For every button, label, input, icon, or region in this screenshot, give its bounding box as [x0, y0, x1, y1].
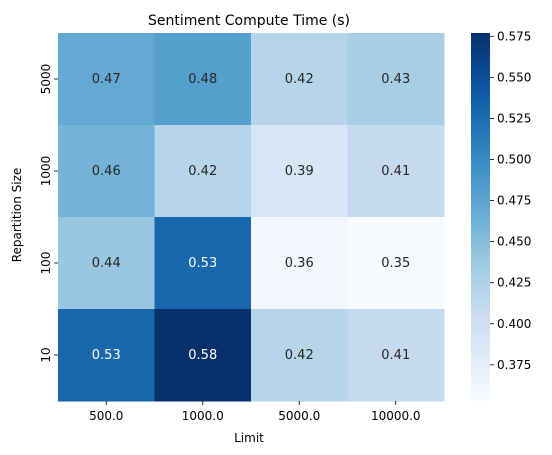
cell-value-label-r0-c3: 0.43: [381, 72, 410, 87]
heatmap-cell-r0-c0: [58, 33, 155, 126]
colorbar: 0.375 0.400 0.425 0.450 0.475 0.500 0.525 0.550…: [471, 29, 531, 401]
x-tick-label-1: 1000.0: [182, 409, 224, 423]
cell-value-label-r0-c1: 0.48: [188, 72, 217, 87]
colorbar-tick-label-1: 0.400: [497, 317, 531, 331]
colorbar-gradient: [471, 33, 490, 401]
y-tick-label-0: 5000: [39, 64, 53, 95]
colorbar-tick-label-0: 0.375: [497, 358, 531, 372]
heatmap-cell-r3-c2: [251, 309, 348, 402]
cell-value-label-r2-c3: 0.35: [381, 256, 410, 271]
heatmap-cells: [58, 33, 445, 402]
heatmap-cell-r2-c3: [347, 217, 445, 310]
cell-value-label-r3-c1: 0.58: [188, 348, 217, 363]
heatmap-cell-r0-c2: [251, 33, 348, 126]
x-axis: 500.0 1000.0 5000.0 10000.0: [89, 401, 421, 423]
heatmap-cell-r1-c2: [251, 125, 348, 218]
heatmap-cell-r2-c2: [251, 217, 348, 310]
cell-value-label-r1-c3: 0.41: [381, 164, 410, 179]
colorbar-tick-label-5: 0.500: [497, 153, 531, 167]
heatmap-cell-r3-c3: [347, 309, 445, 402]
heatmap-value-labels: 0.47 0.48 0.42 0.43 0.46 0.42 0.39 0.41 0.44 0.53…: [92, 72, 410, 363]
y-tick-label-1: 1000: [39, 156, 53, 187]
heatmap-cell-r3-c1: [154, 309, 252, 402]
y-axis-label: Repartition Size: [10, 168, 24, 263]
colorbar-tick-label-4: 0.475: [497, 194, 531, 208]
colorbar-tick-label-3: 0.450: [497, 235, 531, 249]
colorbar-tick-label-2: 0.425: [497, 276, 531, 290]
heatmap-cell-r3-c0: [58, 309, 155, 402]
y-tick-label-2: 100: [39, 252, 53, 275]
x-tick-label-3: 10000.0: [371, 409, 421, 423]
x-tick-label-0: 500.0: [89, 409, 123, 423]
cell-value-label-r2-c1: 0.53: [188, 256, 217, 271]
colorbar-tick-label-8: 0.575: [497, 29, 531, 43]
heatmap-cell-r1-c0: [58, 125, 155, 218]
heatmap-cell-r1-c1: [154, 125, 252, 218]
colorbar-tick-label-6: 0.525: [497, 111, 531, 125]
cell-value-label-r1-c2: 0.39: [285, 164, 314, 179]
cell-value-label-r3-c0: 0.53: [92, 348, 121, 363]
heatmap-cell-r1-c3: [347, 125, 445, 218]
chart-title: Sentiment Compute Time (s): [148, 13, 350, 29]
heatmap-cell-r2-c0: [58, 217, 155, 310]
cell-value-label-r3-c2: 0.42: [285, 348, 314, 363]
cell-value-label-r2-c2: 0.36: [285, 256, 314, 271]
cell-value-label-r3-c3: 0.41: [381, 348, 410, 363]
cell-value-label-r2-c0: 0.44: [92, 256, 121, 271]
cell-value-label-r1-c1: 0.42: [188, 164, 217, 179]
heatmap-cell-r0-c1: [154, 33, 252, 126]
colorbar-tick-label-7: 0.550: [497, 70, 531, 84]
cell-value-label-r0-c2: 0.42: [285, 72, 314, 87]
heatmap-cell-r2-c1: [154, 217, 252, 310]
cell-value-label-r1-c0: 0.46: [92, 164, 121, 179]
y-axis: 5000 1000 100 10: [39, 64, 58, 363]
x-axis-label: Limit: [234, 431, 264, 445]
x-tick-label-2: 5000.0: [278, 409, 320, 423]
y-tick-label-3: 10: [39, 347, 53, 362]
cell-value-label-r0-c0: 0.47: [92, 72, 121, 87]
heatmap-cell-r0-c3: [347, 33, 445, 126]
